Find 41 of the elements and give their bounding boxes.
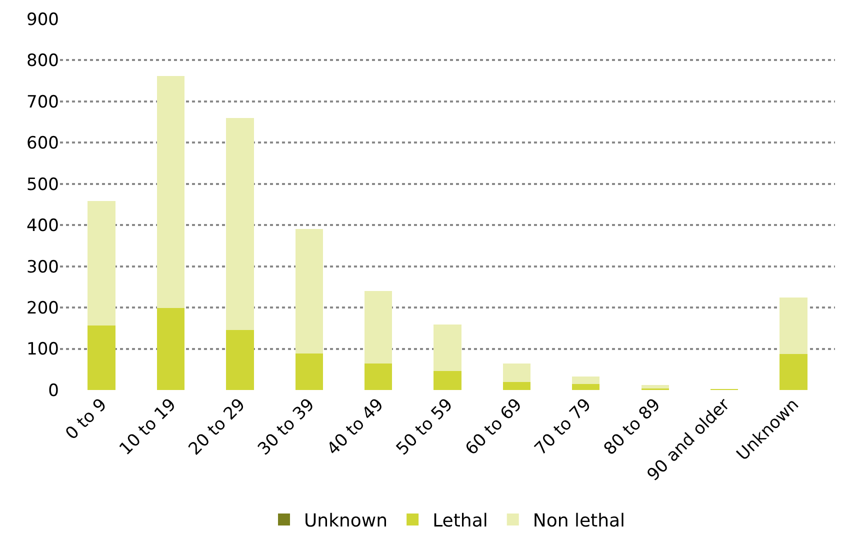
legend-label: Lethal: [432, 510, 488, 532]
y-tick-label: 100: [26, 340, 59, 360]
bar: [641, 385, 669, 388]
x-tick-label: 60 to 69: [462, 394, 526, 460]
x-tick-label: 50 to 59: [392, 394, 458, 460]
x-tick-label: 20 to 29: [185, 394, 250, 460]
bar: [572, 384, 600, 390]
x-tick-label: 30 to 39: [254, 394, 319, 460]
y-tick-label: 300: [26, 257, 59, 278]
bar: [226, 118, 254, 330]
y-tick-label: 600: [26, 134, 59, 154]
bar: [156, 308, 185, 390]
x-tick-label: 70 to 79: [530, 394, 596, 460]
bar: [434, 324, 462, 372]
y-tick-label: 400: [26, 216, 59, 236]
bar: [88, 201, 116, 326]
y-tick-label: 900: [26, 10, 59, 30]
bar: [572, 376, 600, 384]
x-tick-label: 0 to 9: [62, 394, 112, 444]
y-tick-label: 700: [26, 92, 59, 112]
y-tick-label: 500: [26, 174, 59, 195]
bar: [502, 382, 531, 390]
bar: [434, 371, 462, 390]
bar: [780, 297, 808, 354]
bar: [295, 353, 323, 390]
x-tick-label: 40 to 49: [323, 394, 388, 460]
bar: [156, 76, 185, 308]
bar: [780, 354, 808, 390]
x-tick-label: 80 to 89: [600, 394, 665, 460]
bar: [364, 291, 392, 364]
bar: [502, 364, 531, 382]
y-tick-label: 200: [26, 298, 59, 319]
bar: [364, 364, 392, 390]
x-tick-label: 10 to 19: [116, 394, 180, 460]
legend-label: Non lethal: [532, 510, 626, 532]
legend-label: Unknown: [304, 510, 388, 532]
y-tick-label: 0: [48, 380, 59, 401]
bar: [226, 330, 254, 390]
bar: [295, 228, 323, 354]
y-tick-label: 800: [26, 51, 59, 72]
bar: [88, 325, 116, 390]
